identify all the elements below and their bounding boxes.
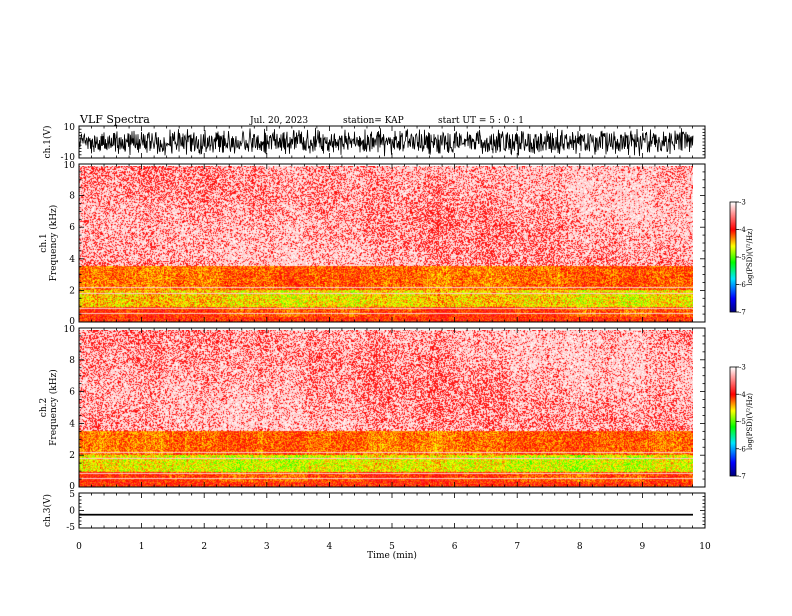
y-tick-label: 2 (69, 286, 75, 296)
ch3-waveform-trace (79, 513, 693, 516)
ch3-waveform-band (79, 513, 693, 516)
y-axis-label: Frequency (kHz) (48, 205, 59, 282)
figure-title: VLF Spectra (79, 113, 150, 126)
x-tick-label: 1 (139, 542, 145, 552)
x-tick-label: 8 (577, 542, 583, 552)
colorbar-tick-label: -3 (739, 199, 746, 207)
y-tick-label: 8 (69, 356, 75, 366)
date-label: Jul. 20, 2023 (249, 116, 308, 126)
colorbar-tick-label: -7 (739, 309, 746, 317)
ch1-spectrogram-image (79, 166, 693, 322)
y-axis-label: ch.1 (39, 233, 49, 252)
y-tick-label: 0 (69, 482, 75, 492)
panel-frame-4 (78, 492, 706, 529)
colorbar-tick-label: -4 (739, 391, 746, 399)
colorbar-tick-label: -6 (739, 281, 746, 289)
x-tick-label: 6 (452, 542, 458, 552)
x-tick-label: 9 (640, 542, 646, 552)
colorbar-tick-label: -7 (739, 473, 746, 481)
colorbar-label: log(PSD)(V²/Hz) (746, 393, 754, 450)
colorbar-tick-label: -5 (739, 254, 746, 262)
y-tick-label: 8 (69, 192, 75, 202)
x-tick-label: 3 (264, 542, 270, 552)
y-tick-label: 10 (64, 325, 76, 335)
y-tick-label: 4 (69, 419, 75, 429)
colorbar-label: log(PSD)(V²/Hz) (746, 228, 754, 285)
x-tick-label: 2 (201, 542, 207, 552)
y-tick-label: 5 (69, 490, 75, 500)
ch2-spectrogram-image (79, 330, 693, 487)
x-tick-label: 5 (389, 542, 395, 552)
y-tick-label: -5 (66, 523, 75, 533)
y-tick-label: 6 (69, 388, 75, 398)
x-axis-label: Time (min) (367, 550, 417, 561)
y-tick-label: 10 (64, 161, 76, 171)
colorbar-tick-label: -6 (739, 445, 746, 453)
ch1-waveform-line (78, 127, 694, 157)
colorbar-tick-label: -3 (739, 364, 746, 372)
y-tick-label: 2 (69, 451, 75, 461)
colorbar-tick-label: -5 (739, 418, 746, 426)
y-axis-label: ch.1(V) (42, 126, 53, 159)
y-tick-label: 0 (69, 317, 75, 327)
y-tick-label: 10 (64, 123, 76, 133)
ch1-waveform-trace (78, 127, 694, 157)
y-tick-label: 6 (69, 223, 75, 233)
y-axis-label: Frequency (kHz) (48, 369, 59, 446)
station-label: station= KAP (343, 116, 404, 126)
y-tick-label: 4 (69, 255, 75, 265)
ch2-colorbar-image (730, 367, 736, 476)
axes-layer (78, 125, 739, 529)
x-tick-label: 4 (327, 542, 333, 552)
x-tick-label: 10 (699, 542, 711, 552)
start-time-label: start UT = 5 : 0 : 1 (438, 116, 524, 126)
y-tick-label: -10 (61, 153, 76, 163)
y-axis-label: ch.2 (39, 398, 49, 417)
ch1-colorbar-image (730, 202, 736, 312)
y-tick-label: 0 (69, 507, 75, 517)
x-tick-label: 0 (76, 542, 82, 552)
x-tick-label: 7 (514, 542, 520, 552)
y-axis-label: ch.3(V) (42, 494, 53, 527)
colorbar-tick-label: -4 (739, 226, 746, 234)
